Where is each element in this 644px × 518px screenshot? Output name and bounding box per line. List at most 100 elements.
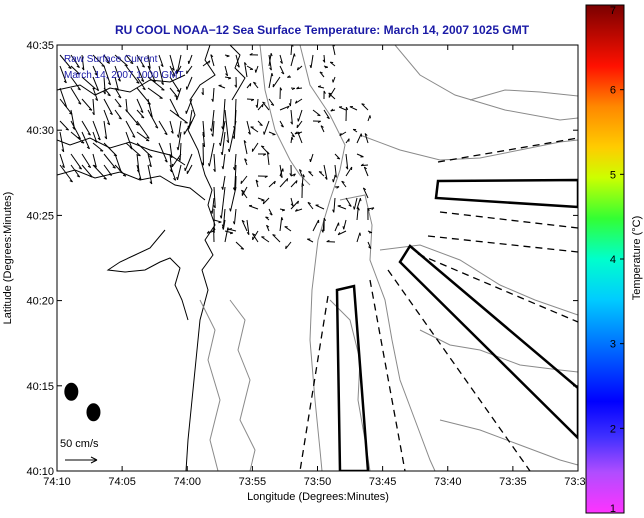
current-vector (222, 175, 226, 190)
current-vector (244, 62, 248, 78)
current-vector (268, 54, 272, 71)
current-vector (289, 98, 292, 107)
current-vector (279, 65, 285, 75)
current-vector-head (124, 64, 128, 67)
current-vector-head (270, 103, 275, 106)
current-vector (103, 153, 116, 169)
current-vector (212, 120, 215, 137)
current-vector (70, 153, 82, 170)
current-vector (213, 219, 222, 223)
current-vector (364, 133, 369, 144)
current-vector-head (359, 232, 361, 236)
current-vector (266, 151, 270, 166)
current-vector (349, 106, 358, 111)
current-vector (114, 153, 122, 172)
current-vector-head (345, 166, 349, 170)
current-vector (268, 208, 273, 216)
current-vector (136, 76, 146, 90)
surface-current-vectors (59, 45, 375, 250)
current-vector (136, 164, 142, 181)
current-vector (284, 226, 292, 232)
current-vector (176, 54, 182, 73)
y-axis-label: Latitude (Degrees:Minutes) (2, 192, 14, 325)
current-vector (186, 76, 193, 90)
current-vector-head (244, 62, 247, 66)
current-vector-head (246, 231, 250, 235)
station-marker (86, 403, 101, 422)
current-vector (125, 142, 141, 157)
current-vector (252, 230, 259, 241)
current-vector-head (368, 246, 372, 249)
current-vector-head (221, 224, 224, 228)
current-vector-head (108, 173, 112, 176)
current-vector (279, 168, 284, 177)
current-vector-head (250, 99, 255, 102)
current-vector (268, 53, 272, 67)
current-vector-head (323, 90, 326, 94)
current-vector-head (321, 229, 324, 233)
current-vector-head (363, 187, 367, 191)
current-vector (246, 219, 250, 235)
current-vector-head (201, 92, 204, 96)
x-axis-label: Longitude (Degrees:Minutes) (247, 491, 389, 503)
current-vector-head (104, 136, 108, 140)
current-vector-head (247, 131, 251, 135)
current-vector-head (287, 75, 291, 78)
y-tick-label: 40:25 (26, 210, 54, 222)
current-vector (240, 175, 248, 185)
coastline (185, 45, 216, 471)
colorbar-gradient (585, 4, 625, 514)
current-vector (356, 153, 364, 158)
colorbar-label: Temperature (°C) (631, 216, 643, 300)
current-vector (257, 120, 263, 126)
current-vector (290, 197, 294, 207)
current-vector (298, 169, 303, 177)
current-vector (103, 164, 113, 176)
current-vector (81, 98, 93, 111)
current-vector (147, 98, 153, 118)
current-vector (158, 142, 168, 163)
current-vector-head (266, 224, 270, 228)
current-vector-head (262, 200, 265, 205)
x-tick-label: 74:00 (173, 476, 201, 488)
current-vector (307, 238, 314, 243)
current-vector-head (269, 67, 272, 71)
current-vector (169, 164, 177, 181)
current-vector (345, 197, 352, 207)
current-vector-head (176, 134, 179, 138)
current-vector (114, 164, 127, 177)
current-vector-head (97, 137, 101, 141)
current-vector (147, 153, 152, 167)
current-vector (59, 54, 72, 69)
current-vector (279, 105, 290, 111)
current-vector (158, 54, 164, 67)
current-vector-head (141, 79, 144, 82)
current-vector-head (367, 207, 370, 211)
current-vector-head (94, 140, 98, 143)
current-vector (235, 241, 245, 250)
current-vector (210, 54, 215, 67)
current-vector (59, 120, 69, 131)
current-vector (92, 164, 107, 180)
current-vector (310, 54, 314, 68)
current-vector-head (227, 227, 230, 231)
current-vector (81, 120, 91, 136)
current-vector-head (353, 206, 355, 210)
current-vector-head (348, 204, 352, 207)
current-vector (318, 171, 325, 177)
current-vector (70, 65, 81, 75)
current-vector (295, 98, 303, 104)
current-vector-head (93, 164, 97, 168)
current-vector-head (330, 61, 334, 64)
current-vector-head (107, 94, 111, 97)
current-vector (315, 204, 325, 210)
current-vector (241, 186, 248, 196)
current-vector-head (294, 100, 298, 104)
track-polygon-3 (335, 284, 370, 471)
current-vector (356, 198, 361, 210)
current-vector (334, 164, 337, 178)
current-vector-head (279, 61, 283, 64)
current-vector-head (95, 88, 99, 92)
current-vector-head (273, 181, 276, 185)
current-vector-head (319, 71, 323, 74)
